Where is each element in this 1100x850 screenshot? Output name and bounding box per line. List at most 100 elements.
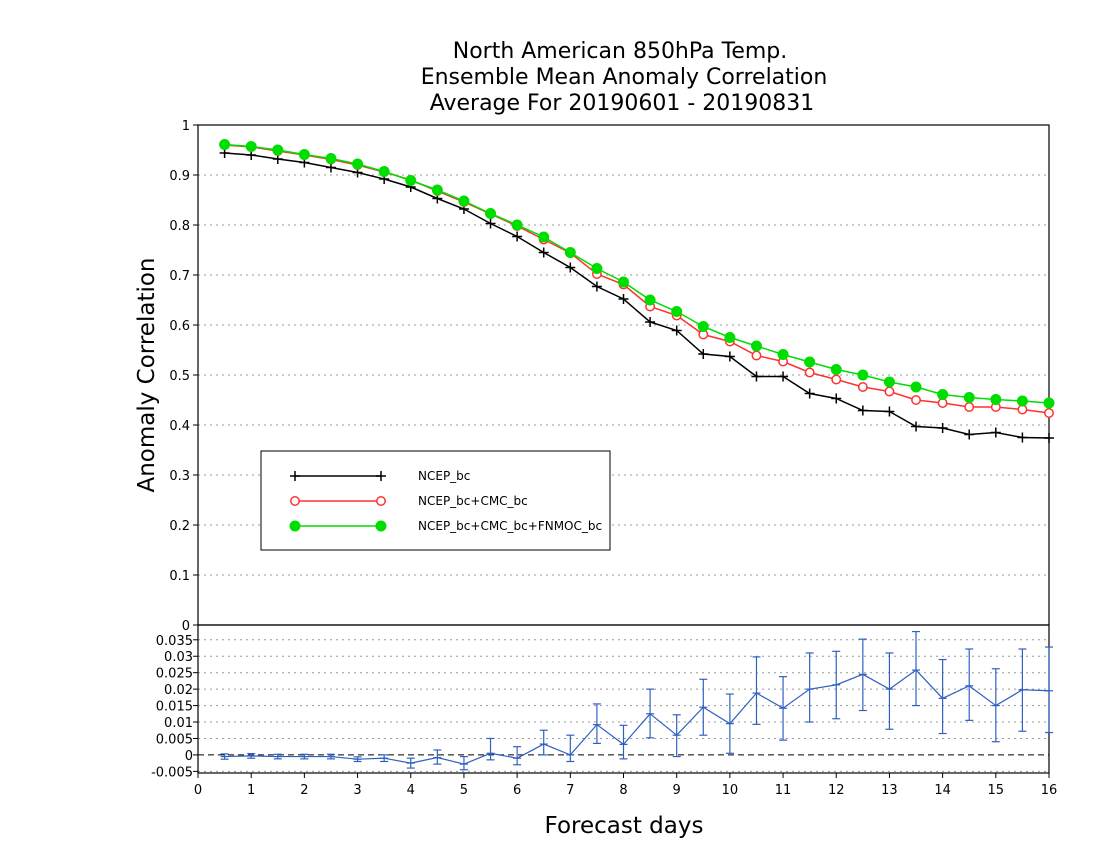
x-tick-label: 1 <box>247 783 255 798</box>
x-tick-label: 7 <box>566 783 574 798</box>
main-y-tick-label: 0.9 <box>169 169 190 184</box>
series-2 <box>219 139 1055 409</box>
x-tick-label: 0 <box>194 783 202 798</box>
legend-marker-open-circle <box>290 496 300 506</box>
data-point-plus <box>512 231 523 242</box>
error-bar <box>273 753 282 760</box>
data-point-filled-circle <box>910 381 922 393</box>
error-bar <box>433 749 442 765</box>
legend: NCEP_bc NCEP_bc+CMC_bc NCEP_bc+CMC_bc+FNMO… <box>260 450 611 551</box>
data-point-open-circle <box>964 402 975 412</box>
x-tick-label: 8 <box>619 783 627 798</box>
chart-title-line-1: North American 850hPa Temp. <box>453 39 788 64</box>
data-point-filled-circle <box>963 392 975 403</box>
data-point-plus <box>911 421 922 432</box>
data-point-plus <box>591 281 602 292</box>
main-y-tick-label: 0.5 <box>169 369 190 384</box>
data-point-plus <box>671 325 682 336</box>
main-y-tick-label: 0 <box>182 619 190 634</box>
x-tick-label: 5 <box>460 783 468 798</box>
data-point-open-circle <box>831 374 842 385</box>
data-point-open-circle <box>1044 408 1054 418</box>
main-y-tick-label: 1 <box>182 119 190 134</box>
error-bar <box>619 724 628 760</box>
error-bar <box>779 676 788 741</box>
legend-marker-filled-circle <box>289 520 301 532</box>
data-point-filled-circle <box>378 166 390 177</box>
diff-y-tick-label: 0.02 <box>164 683 193 698</box>
error-bar <box>1045 646 1053 734</box>
data-point-filled-circle <box>352 158 364 170</box>
data-point-filled-circle <box>298 149 310 160</box>
legend-marker-filled-circle <box>375 520 387 532</box>
series-line <box>224 143 1050 404</box>
data-point-filled-circle <box>1043 397 1055 409</box>
error-bar <box>991 668 1000 743</box>
x-tick-label: 10 <box>722 783 739 798</box>
diff-line <box>224 669 1050 765</box>
x-tick-label: 2 <box>300 783 308 798</box>
x-tick-label: 11 <box>775 783 792 798</box>
data-point-open-circle <box>911 395 921 405</box>
data-point-filled-circle <box>511 219 523 231</box>
error-bar <box>938 658 947 735</box>
data-point-filled-circle <box>1016 395 1028 407</box>
error-bar <box>858 638 867 712</box>
data-point-filled-circle <box>538 231 550 243</box>
data-point-filled-circle <box>564 247 576 258</box>
error-bar <box>247 752 256 759</box>
data-point-filled-circle <box>777 349 789 360</box>
data-point-filled-circle <box>431 184 443 196</box>
data-point-filled-circle <box>245 141 257 152</box>
data-point-plus <box>857 405 868 416</box>
error-bar <box>353 756 362 763</box>
error-bar <box>965 648 974 721</box>
data-point-plus <box>1044 433 1054 443</box>
main-y-tick-label: 0.7 <box>169 269 190 284</box>
x-tick-label: 13 <box>881 783 898 798</box>
data-point-plus <box>778 371 789 382</box>
data-point-filled-circle <box>272 144 284 156</box>
main-y-tick-label: 0.6 <box>169 319 190 334</box>
data-point-plus <box>698 349 709 359</box>
legend-marker-open-circle <box>376 496 386 506</box>
error-bar <box>459 755 468 771</box>
x-tick-label: 3 <box>353 783 361 798</box>
data-point-filled-circle <box>937 389 949 400</box>
data-point-filled-circle <box>804 356 816 368</box>
error-bar <box>912 630 921 707</box>
diff-y-tick-label: 0.015 <box>156 700 193 715</box>
error-bar <box>832 650 841 720</box>
x-tick-label: 16 <box>1041 783 1058 798</box>
data-point-plus <box>831 393 842 404</box>
y-axis-label: Anomaly Correlation <box>134 257 160 492</box>
data-point-open-circle <box>884 386 895 397</box>
error-bar <box>539 729 548 756</box>
data-point-filled-circle <box>830 364 842 375</box>
data-point-plus <box>751 371 762 382</box>
x-tick-label: 9 <box>673 783 681 798</box>
diff-y-tick-label: 0.01 <box>164 716 193 731</box>
main-y-tick-label: 0.2 <box>169 519 190 534</box>
error-bar <box>672 714 681 758</box>
data-point-plus <box>1017 432 1028 443</box>
data-point-filled-circle <box>671 306 683 317</box>
data-point-open-circle <box>937 398 948 408</box>
data-point-plus <box>485 218 496 229</box>
series-line <box>224 144 1050 414</box>
data-point-filled-circle <box>644 294 656 306</box>
data-point-plus <box>645 317 656 327</box>
data-point-open-circle <box>1017 404 1028 415</box>
data-point-filled-circle <box>697 321 709 332</box>
error-bar <box>725 693 734 754</box>
data-point-filled-circle <box>857 369 869 381</box>
data-point-plus <box>884 406 895 417</box>
series-0 <box>219 148 1054 443</box>
data-point-filled-circle <box>750 340 762 352</box>
error-bar <box>752 656 761 725</box>
error-bar <box>646 688 655 739</box>
diff-y-tick-label: 0 <box>185 749 193 764</box>
diff-y-tick-label: 0.03 <box>164 650 193 665</box>
